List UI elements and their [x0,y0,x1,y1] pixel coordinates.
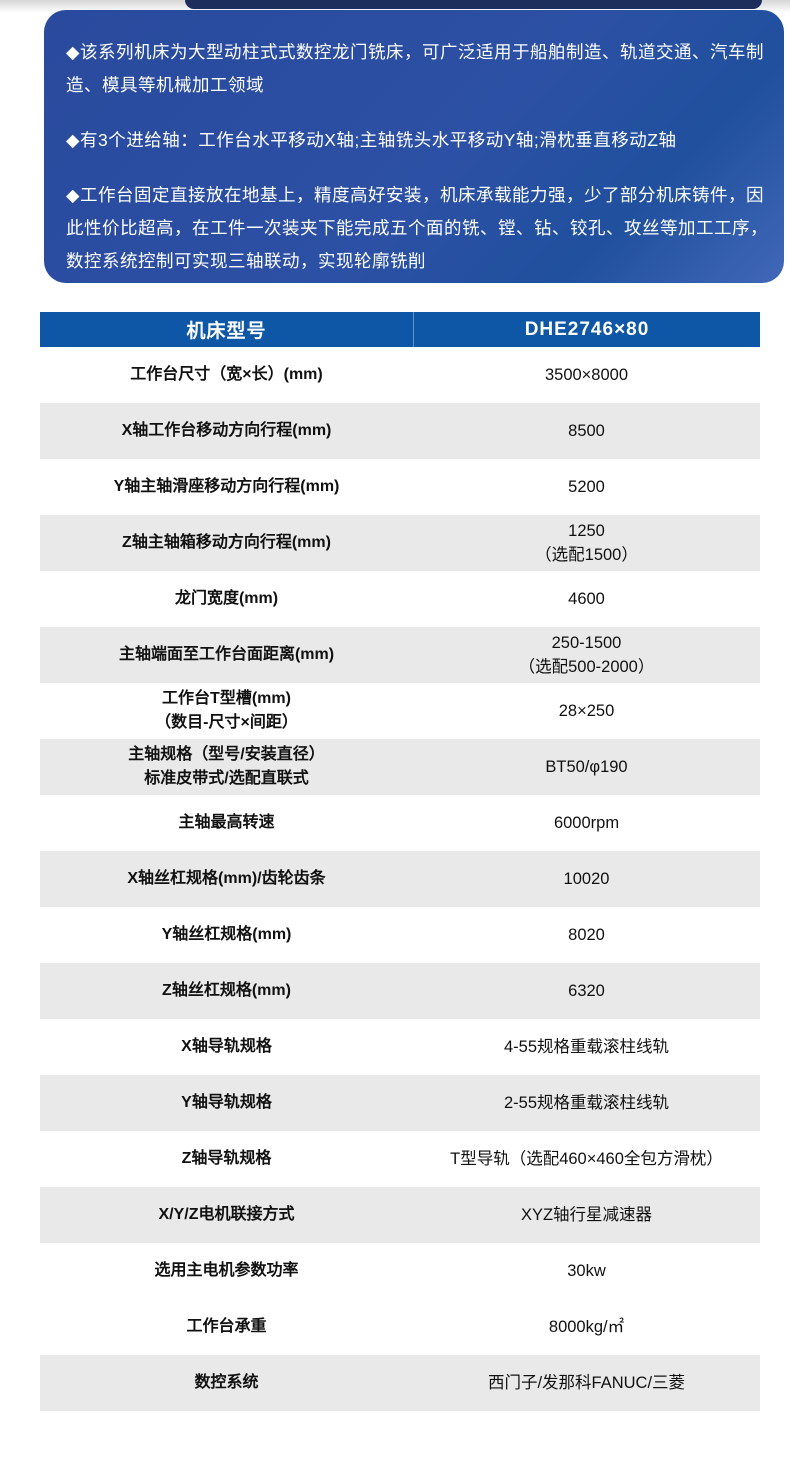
table-row: Y轴丝杠规格(mm) 8020 [40,907,760,963]
row-label: 主轴端面至工作台面距离(mm) [118,646,335,663]
row-value: 4-55规格重载滚柱线轨 [503,1038,670,1056]
row-value: BT50/φ190 [545,758,628,776]
row-value: 6320 [568,982,605,1000]
intro-bullet-1: ◆该系列机床为大型动柱式式数控龙门铣床，可广泛适用于船舶制造、轨道交通、汽车制造… [66,42,764,95]
row-label: 数控系统 [194,1374,259,1391]
row-value: 10020 [563,870,610,888]
table-row: 选用主电机参数功率 30kw [40,1243,760,1299]
table-row: 数控系统 西门子/发那科FANUC/三菱 [40,1355,760,1411]
row-value: 8020 [568,926,605,944]
row-value: 2-55规格重载滚柱线轨 [503,1094,670,1112]
intro-bullet-3: ◆工作台固定直接放在地基上，精度高好安装，机床承载能力强，少了部分机床铸件，因此… [66,185,768,271]
table-row: 龙门宽度(mm) 4600 [40,571,760,627]
row-label: 工作台承重 [186,1318,267,1335]
table-row: Z轴主轴箱移动方向行程(mm) 1250 （选配1500） [40,515,760,571]
row-label: 工作台T型槽(mm) （数目-尺寸×间距） [155,690,298,731]
row-label: 工作台尺寸（宽×长）(mm) [130,366,323,383]
table-row: Y轴主轴滑座移动方向行程(mm) 5200 [40,459,760,515]
header-param-label: 机床型号 [186,321,267,342]
row-value: 250-1500 （选配500-2000） [518,634,655,676]
table-row: Z轴丝杠规格(mm) 6320 [40,963,760,1019]
row-value: 8500 [568,422,605,440]
row-value: 8000kg/㎡ [548,1318,625,1336]
row-label: Z轴导轨规格 [181,1150,272,1167]
row-label: Z轴丝杠规格(mm) [162,982,291,999]
spec-table: 机床型号 DHE2746×80 工作台尺寸（宽×长）(mm) 3500×8000… [40,312,760,1411]
row-label: X轴导轨规格 [181,1038,272,1055]
row-value: 西门子/发那科FANUC/三菱 [487,1374,686,1392]
table-row: 主轴最高转速 6000rpm [40,795,760,851]
row-value: 6000rpm [553,814,620,832]
row-label: Y轴丝杠规格(mm) [161,926,292,943]
table-row: X轴丝杠规格(mm)/齿轮齿条 10020 [40,851,760,907]
row-label: X轴丝杠规格(mm)/齿轮齿条 [127,870,326,887]
row-label: 龙门宽度(mm) [174,590,279,607]
row-label: 主轴规格（型号/安装直径） 标准皮带式/选配直联式 [128,746,325,787]
row-value: 28×250 [558,702,615,720]
row-label: 选用主电机参数功率 [154,1262,299,1279]
row-label: X/Y/Z电机联接方式 [158,1206,295,1223]
row-label: Y轴导轨规格 [181,1094,272,1111]
table-row: 主轴端面至工作台面距离(mm) 250-1500 （选配500-2000） [40,627,760,683]
intro-card: ◆该系列机床为大型动柱式式数控龙门铣床，可广泛适用于船舶制造、轨道交通、汽车制造… [44,10,784,283]
row-value: XYZ轴行星减速器 [520,1206,653,1224]
row-value: 3500×8000 [544,366,629,384]
table-header: 机床型号 DHE2746×80 [40,312,760,347]
row-value: 5200 [568,478,605,496]
row-label: Y轴主轴滑座移动方向行程(mm) [113,478,340,495]
row-label: 主轴最高转速 [178,814,275,831]
row-label: Z轴主轴箱移动方向行程(mm) [122,534,331,551]
intro-bullet-2: ◆有3个进给轴：工作台水平移动X轴;主轴铣头水平移动Y轴;滑枕垂直移动Z轴 [66,130,677,150]
table-row: 主轴规格（型号/安装直径） 标准皮带式/选配直联式 BT50/φ190 [40,739,760,795]
table-row: 工作台尺寸（宽×长）(mm) 3500×8000 [40,347,760,403]
table-row: Z轴导轨规格 T型导轨（选配460×460全包方滑枕） [40,1131,760,1187]
table-row: X轴导轨规格 4-55规格重载滚柱线轨 [40,1019,760,1075]
row-value: 1250 （选配1500） [535,522,638,564]
row-value: 4600 [568,590,605,608]
table-row: X/Y/Z电机联接方式 XYZ轴行星减速器 [40,1187,760,1243]
header-model-value: DHE2746×80 [413,312,760,347]
table-row: Y轴导轨规格 2-55规格重载滚柱线轨 [40,1075,760,1131]
top-navy-bar [185,0,762,9]
table-row: 工作台T型槽(mm) （数目-尺寸×间距） 28×250 [40,683,760,739]
row-label: X轴工作台移动方向行程(mm) [121,422,332,439]
table-row: X轴工作台移动方向行程(mm) 8500 [40,403,760,459]
row-value: T型导轨（选配460×460全包方滑枕） [450,1150,723,1168]
row-value: 30kw [567,1262,606,1280]
table-row: 工作台承重 8000kg/㎡ [40,1299,760,1355]
